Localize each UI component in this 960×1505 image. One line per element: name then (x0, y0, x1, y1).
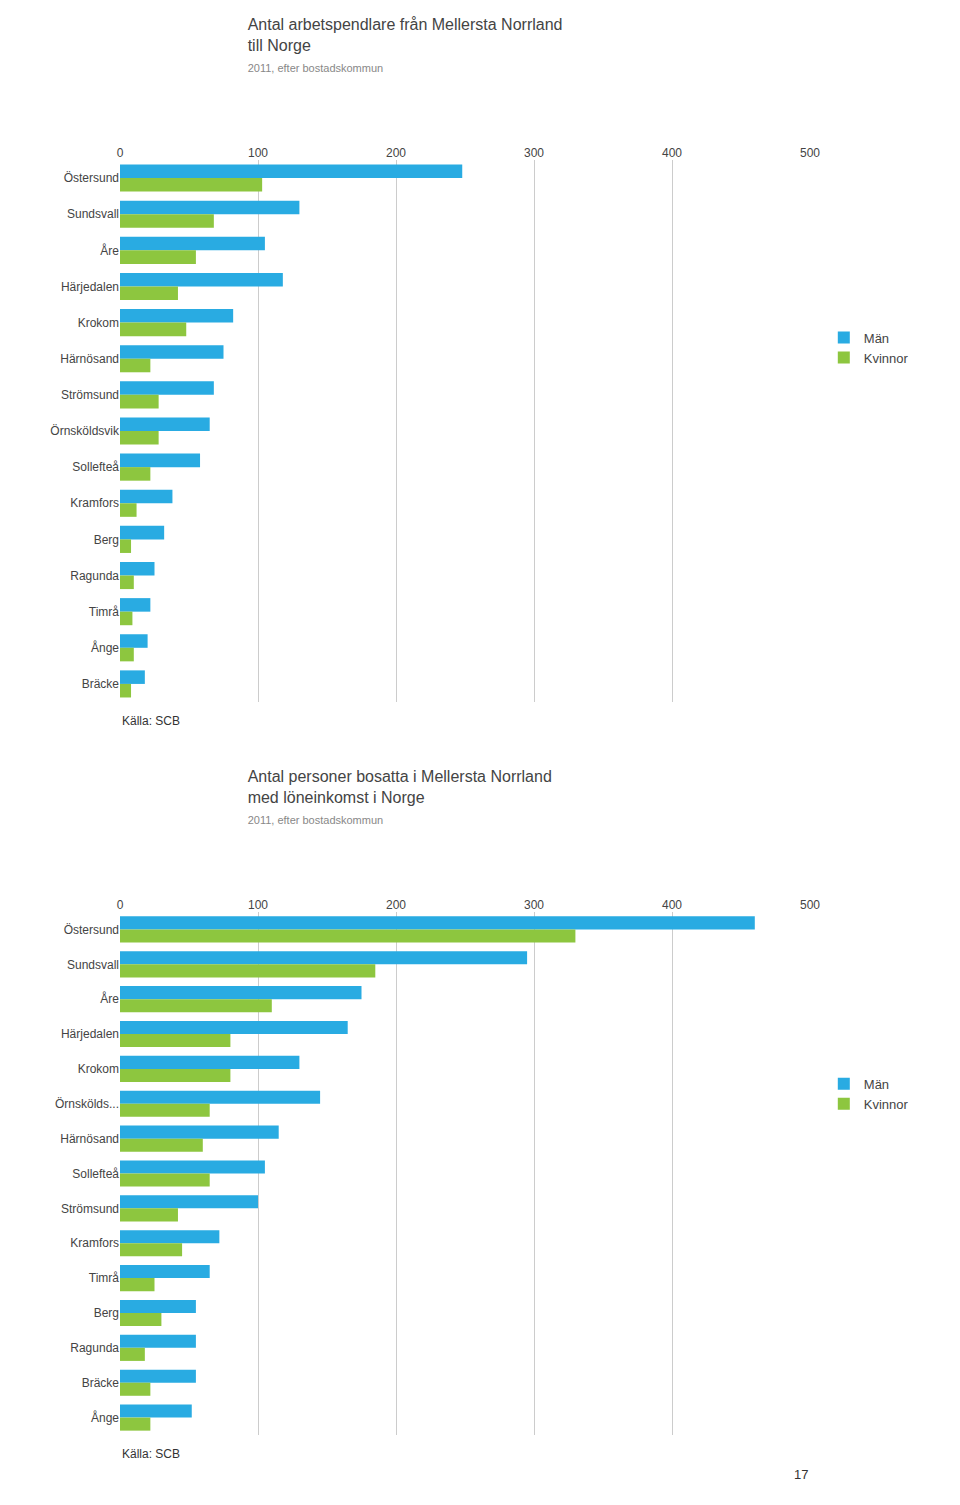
svg-text:Härjedalen: Härjedalen (61, 280, 119, 294)
svg-text:Åre: Åre (100, 243, 119, 258)
svg-text:Bräcke: Bräcke (82, 677, 120, 691)
svg-text:Kvinnor: Kvinnor (864, 1097, 909, 1112)
svg-text:200: 200 (386, 898, 406, 912)
svg-text:Kramfors: Kramfors (70, 496, 119, 510)
svg-text:Härnösand: Härnösand (60, 1132, 119, 1146)
svg-text:Härjedalen: Härjedalen (61, 1027, 119, 1041)
svg-text:Män: Män (864, 331, 889, 346)
svg-text:400: 400 (662, 146, 682, 160)
svg-text:Ånge: Ånge (91, 1410, 119, 1425)
svg-text:Antal arbetspendlare från Mell: Antal arbetspendlare från Mellersta Norr… (248, 16, 563, 74)
svg-text:Källa: SCB: Källa: SCB (122, 714, 180, 728)
svg-text:100: 100 (248, 898, 268, 912)
svg-text:Timrå: Timrå (89, 1271, 120, 1285)
svg-text:Örnsköldsvik: Örnsköldsvik (50, 424, 120, 438)
svg-text:Sollefteå: Sollefteå (72, 460, 119, 474)
svg-text:Sundsvall: Sundsvall (67, 958, 119, 972)
svg-text:Män: Män (864, 1077, 889, 1092)
svg-text:500: 500 (800, 898, 820, 912)
svg-text:100: 100 (248, 146, 268, 160)
svg-text:Bräcke: Bräcke (82, 1376, 120, 1390)
svg-text:300: 300 (524, 146, 544, 160)
svg-text:Berg: Berg (94, 1306, 119, 1320)
svg-text:17: 17 (794, 1467, 808, 1482)
svg-text:Örnskölds...: Örnskölds... (55, 1097, 119, 1111)
svg-text:300: 300 (524, 898, 544, 912)
svg-text:Kramfors: Kramfors (70, 1236, 119, 1250)
svg-text:Ragunda: Ragunda (70, 569, 119, 583)
svg-text:Berg: Berg (94, 533, 119, 547)
svg-text:400: 400 (662, 898, 682, 912)
svg-text:Krokom: Krokom (78, 316, 119, 330)
svg-text:500: 500 (800, 146, 820, 160)
svg-text:Åre: Åre (100, 991, 119, 1006)
svg-text:Källa: SCB: Källa: SCB (122, 1447, 180, 1461)
svg-text:0: 0 (117, 898, 124, 912)
svg-text:Ragunda: Ragunda (70, 1341, 119, 1355)
svg-text:Strömsund: Strömsund (61, 388, 119, 402)
svg-text:Krokom: Krokom (78, 1062, 119, 1076)
svg-text:Östersund: Östersund (64, 923, 119, 937)
svg-text:Härnösand: Härnösand (60, 352, 119, 366)
svg-text:Sundsvall: Sundsvall (67, 207, 119, 221)
svg-text:0: 0 (117, 146, 124, 160)
svg-text:Strömsund: Strömsund (61, 1202, 119, 1216)
svg-text:Antal personer bosatta i Melle: Antal personer bosatta i Mellersta Norrl… (248, 768, 552, 826)
svg-text:200: 200 (386, 146, 406, 160)
svg-text:Östersund: Östersund (64, 171, 119, 185)
svg-text:Timrå: Timrå (89, 605, 120, 619)
svg-text:Ånge: Ånge (91, 640, 119, 655)
svg-text:Kvinnor: Kvinnor (864, 351, 909, 366)
svg-text:Sollefteå: Sollefteå (72, 1167, 119, 1181)
